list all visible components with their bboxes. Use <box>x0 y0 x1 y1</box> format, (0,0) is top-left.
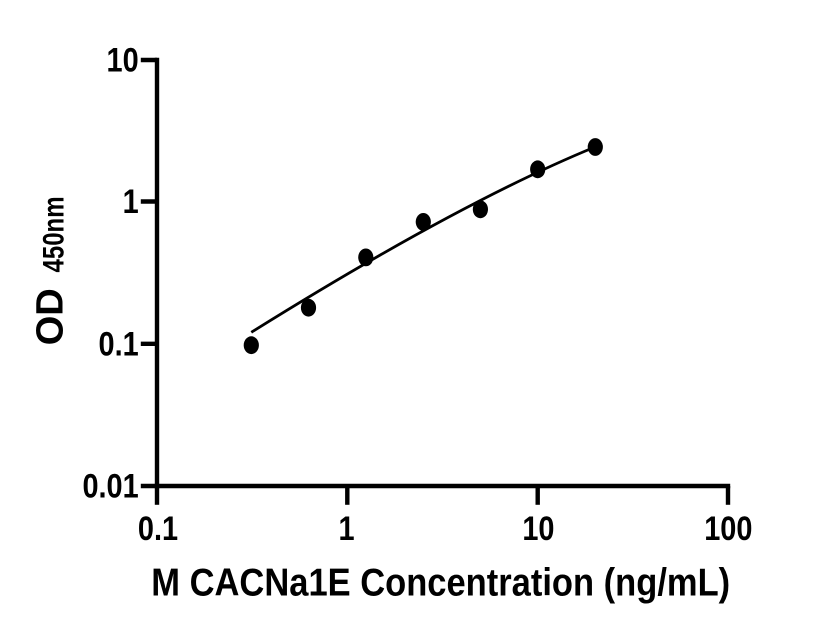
svg-text:0.01: 0.01 <box>82 466 138 505</box>
svg-text:450nm: 450nm <box>36 196 70 272</box>
svg-text:10: 10 <box>107 40 139 79</box>
svg-text:0.1: 0.1 <box>138 509 178 548</box>
svg-text:M CACNa1E Concentration (ng/mL: M CACNa1E Concentration (ng/mL) <box>151 561 730 604</box>
svg-text:100: 100 <box>704 509 752 548</box>
svg-text:0.1: 0.1 <box>99 324 139 363</box>
svg-text:10: 10 <box>522 509 554 548</box>
svg-text:1: 1 <box>338 509 354 548</box>
svg-text:1: 1 <box>123 182 139 221</box>
svg-text:OD: OD <box>30 288 72 345</box>
